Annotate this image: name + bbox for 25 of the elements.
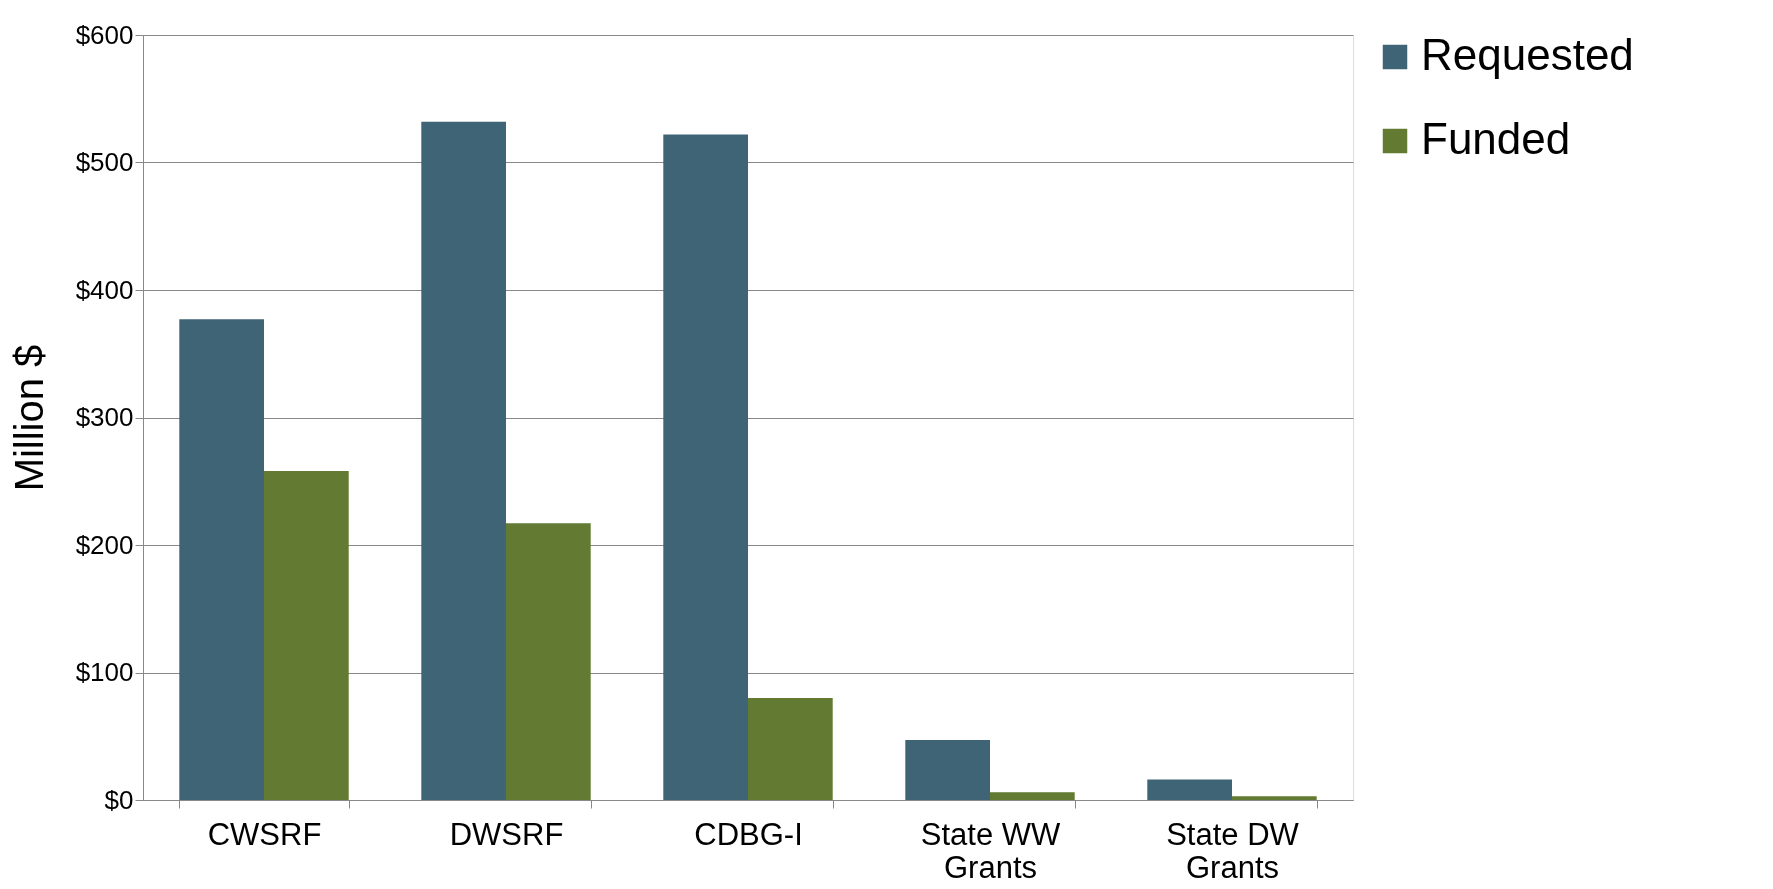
bar bbox=[663, 134, 748, 800]
x-tick-label: CDBG-I bbox=[694, 816, 803, 852]
y-tick-label: $300 bbox=[75, 402, 134, 432]
bar bbox=[1147, 779, 1232, 800]
legend-label: Requested bbox=[1421, 30, 1634, 79]
bar bbox=[506, 523, 591, 800]
x-tick-label: DWSRF bbox=[449, 816, 564, 852]
bar bbox=[905, 740, 990, 800]
y-tick-label: $200 bbox=[75, 529, 134, 560]
x-tick-label: State WW Grants bbox=[920, 816, 1061, 885]
bar bbox=[990, 792, 1075, 800]
x-tick-label: CWSRF bbox=[207, 816, 322, 852]
y-tick-label: $500 bbox=[75, 147, 134, 177]
y-tick-label: $400 bbox=[75, 274, 134, 305]
y-tick-label: $0 bbox=[104, 784, 134, 815]
bar bbox=[421, 121, 506, 800]
bar bbox=[1232, 796, 1317, 800]
y-axis-title: Million $ bbox=[6, 344, 51, 492]
bar bbox=[179, 319, 264, 800]
x-tick-label: State DW Grants bbox=[1166, 816, 1300, 885]
legend-label: Funded bbox=[1421, 114, 1571, 163]
y-tick-label: $600 bbox=[75, 19, 134, 50]
bar bbox=[264, 471, 349, 800]
bar bbox=[748, 698, 833, 800]
y-tick-label: $100 bbox=[75, 657, 134, 687]
